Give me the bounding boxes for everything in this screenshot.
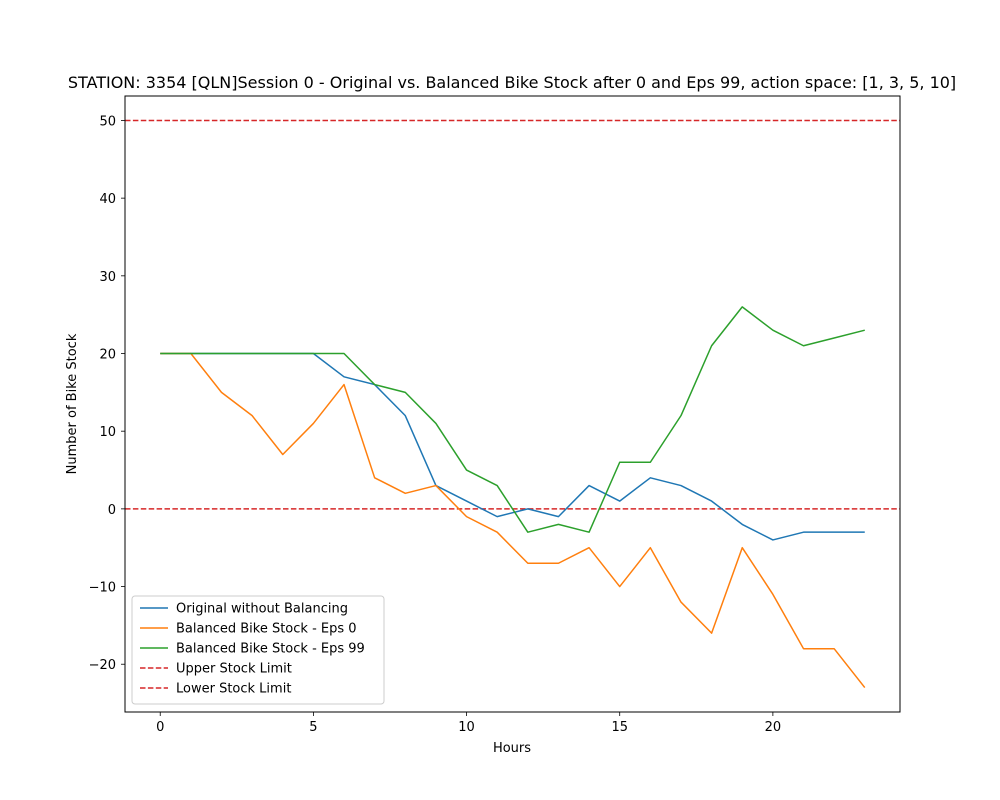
x-tick-label: 15	[611, 720, 628, 735]
legend-entry-label: Original without Balancing	[176, 602, 348, 617]
y-tick-label: 10	[99, 425, 116, 440]
plot-area	[125, 119, 900, 688]
y-tick-label: 0	[108, 503, 116, 518]
x-tick-label: 20	[765, 720, 782, 735]
x-tick-label: 0	[156, 720, 164, 735]
axes-frame	[124, 95, 901, 713]
y-tick-label: 30	[99, 270, 116, 285]
y-tick-label: 50	[99, 114, 116, 129]
legend-entry-label: Balanced Bike Stock - Eps 0	[176, 622, 357, 637]
x-axis-label: Hours	[493, 741, 531, 756]
y-tick-label: 20	[99, 348, 116, 363]
y-tick-label: −10	[89, 581, 116, 596]
chart-title: STATION: 3354 [QLN]Session 0 - Original …	[68, 73, 956, 92]
legend-entry-label: Balanced Bike Stock - Eps 99	[176, 642, 365, 657]
y-tick-label: 40	[99, 192, 116, 207]
legend: Original without Balancing Balanced Bike …	[131, 595, 385, 705]
x-tick-label: 10	[458, 720, 475, 735]
series-line-2	[160, 306, 865, 533]
legend-entry-label: Lower Stock Limit	[176, 682, 291, 697]
legend-box	[131, 595, 385, 705]
y-axis-label: Number of Bike Stock	[65, 333, 80, 474]
series-line-1	[160, 352, 866, 688]
axis-ticks: 0 5 10 15 20 −20 −10 0 10 20 30 40 50	[89, 114, 782, 735]
y-tick-label: −20	[89, 658, 116, 673]
x-tick-label: 5	[309, 720, 317, 735]
legend-entry-label: Upper Stock Limit	[176, 662, 292, 677]
